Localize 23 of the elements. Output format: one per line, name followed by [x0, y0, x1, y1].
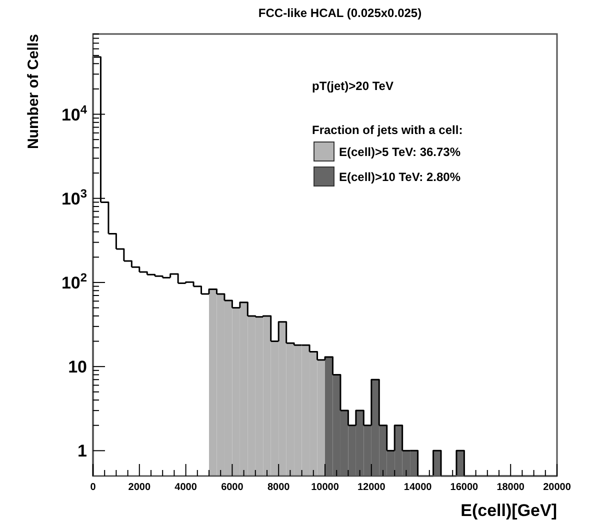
y-tick-label: 10$^{2}$ — [61, 270, 88, 292]
x-tick-label: 12000 — [357, 482, 386, 493]
y-tick-label: 10$^{3}$ — [61, 186, 88, 208]
x-tick-label: 14000 — [404, 482, 432, 493]
x-axis-title: E(cell)[GeV] — [460, 501, 557, 520]
x-tick-label: 10000 — [311, 482, 340, 493]
chart-title: FCC-like HCAL (0.025x0.025) — [258, 6, 422, 20]
legend-label: E(cell)>10 TeV: 2.80% — [339, 170, 461, 184]
y-tick-label: 10$^{4}$ — [61, 102, 88, 124]
y-tick-label: 10 — [68, 358, 87, 377]
x-tick-label: 16000 — [450, 482, 479, 493]
y-tick-label: 1 — [78, 442, 87, 461]
x-tick-label: 20000 — [543, 482, 572, 493]
x-tick-label: 18000 — [496, 482, 525, 493]
x-tick-label: 8000 — [267, 482, 290, 493]
x-tick-label: 2000 — [128, 482, 151, 493]
x-tick-label: 6000 — [221, 482, 244, 493]
legend-title: Fraction of jets with a cell: — [312, 123, 463, 137]
legend-label: E(cell)>5 TeV: 36.73% — [339, 145, 461, 159]
x-tick-label: 4000 — [174, 482, 198, 493]
x-tick-label: 0 — [90, 482, 96, 493]
annotation: pT(jet)>20 TeV — [312, 79, 394, 93]
y-axis-title: Number of Cells — [25, 34, 42, 150]
